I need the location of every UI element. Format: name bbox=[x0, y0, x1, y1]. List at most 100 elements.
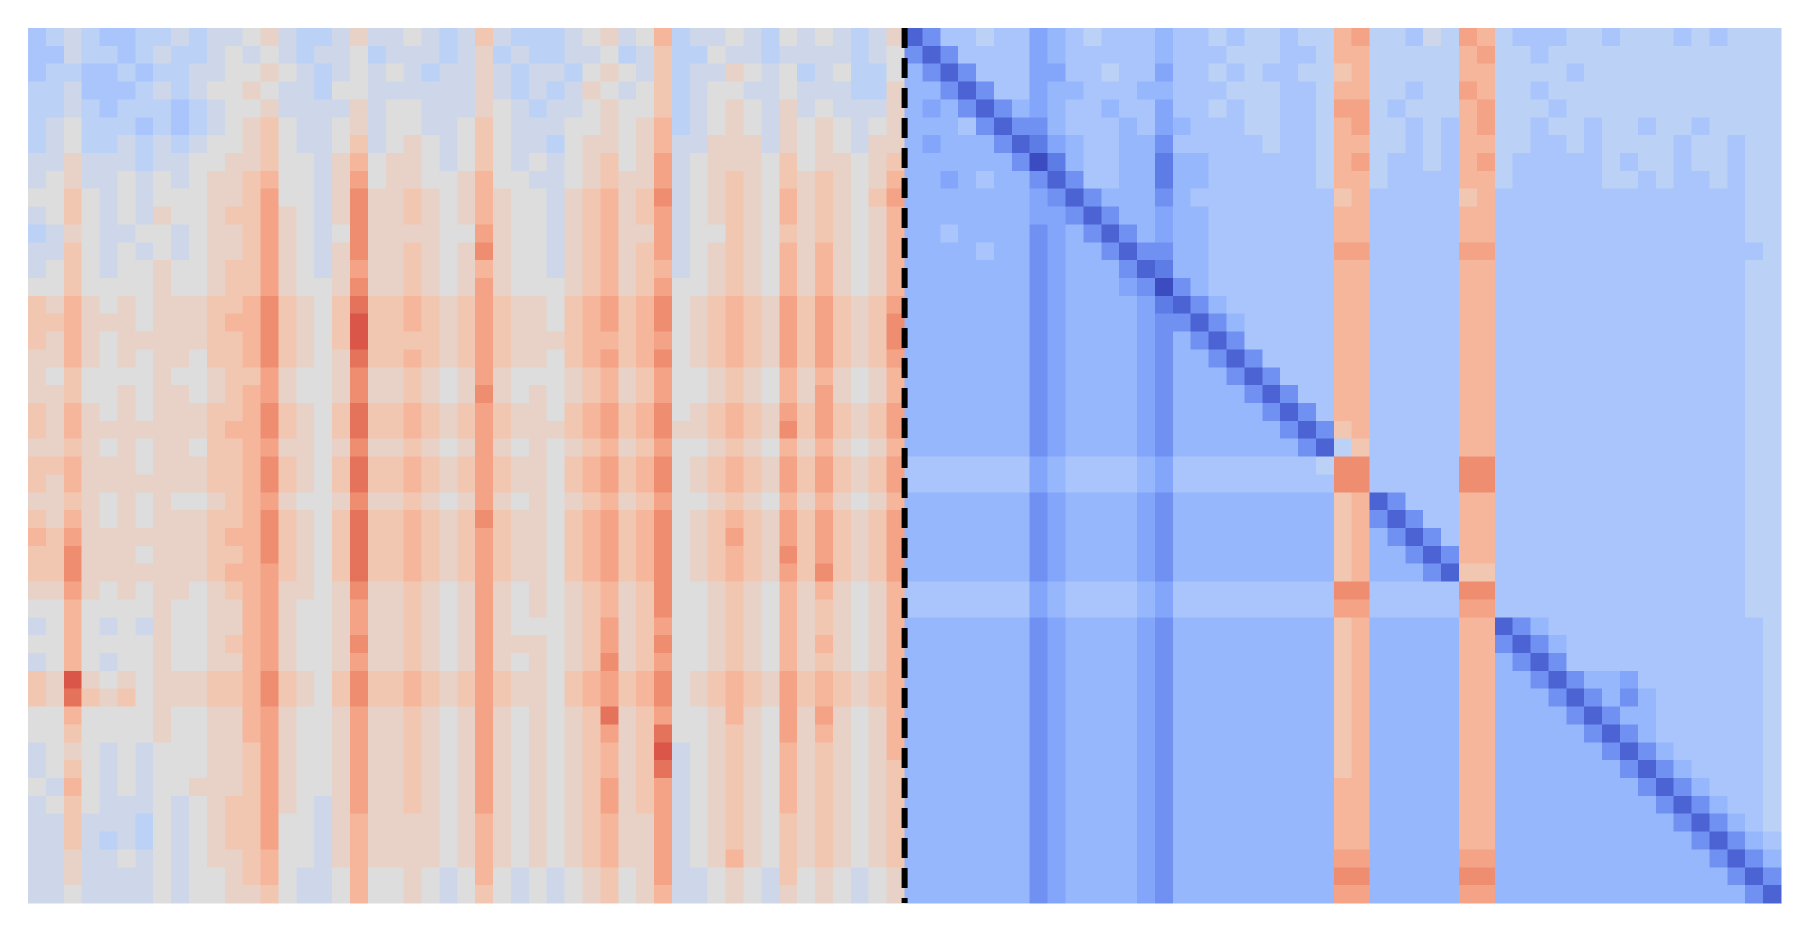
heatmap-cell bbox=[242, 831, 261, 850]
heatmap-cell bbox=[1691, 260, 1710, 279]
heatmap-cell bbox=[475, 706, 494, 725]
heatmap-cell bbox=[1655, 778, 1675, 797]
heatmap-cell bbox=[296, 260, 315, 279]
heatmap-cell bbox=[278, 295, 297, 315]
heatmap-cell bbox=[1620, 760, 1639, 779]
heatmap-cell bbox=[367, 795, 387, 815]
heatmap-cell bbox=[1763, 635, 1782, 654]
heatmap-cell bbox=[1351, 349, 1370, 368]
heatmap-cell bbox=[1190, 599, 1209, 618]
heatmap-cell bbox=[28, 653, 47, 672]
heatmap-cell bbox=[1745, 742, 1764, 761]
heatmap-cell bbox=[1172, 438, 1192, 457]
heatmap-cell bbox=[439, 617, 458, 636]
heatmap-cell bbox=[332, 420, 351, 440]
heatmap-cell bbox=[403, 760, 422, 779]
heatmap-cell bbox=[779, 385, 798, 404]
heatmap-cell bbox=[654, 367, 673, 386]
heatmap-cell bbox=[1208, 778, 1227, 797]
heatmap-cell bbox=[1476, 242, 1496, 261]
heatmap-cell bbox=[45, 367, 65, 386]
heatmap-cell bbox=[510, 456, 530, 475]
heatmap-cell bbox=[815, 867, 834, 886]
heatmap-cell bbox=[1637, 599, 1657, 618]
heatmap-cell bbox=[188, 403, 208, 422]
heatmap-cell bbox=[493, 403, 512, 422]
heatmap-cell bbox=[403, 867, 422, 886]
heatmap-cell bbox=[1369, 456, 1388, 475]
heatmap-cell bbox=[1333, 188, 1353, 207]
heatmap-cell bbox=[1763, 188, 1782, 207]
heatmap-cell bbox=[188, 867, 208, 886]
heatmap-cell bbox=[493, 528, 512, 547]
heatmap-cell bbox=[314, 885, 333, 904]
heatmap-cell bbox=[153, 278, 172, 297]
heatmap-cell bbox=[1369, 135, 1388, 154]
heatmap-cell bbox=[1476, 813, 1496, 832]
heatmap-cell bbox=[1011, 688, 1031, 707]
heatmap-cell bbox=[1154, 849, 1174, 868]
heatmap-cell bbox=[1244, 635, 1263, 654]
heatmap-cell bbox=[654, 581, 673, 600]
heatmap-cell bbox=[1154, 742, 1174, 761]
heatmap-cell bbox=[582, 153, 601, 172]
heatmap-cell bbox=[600, 813, 619, 832]
heatmap-cell bbox=[135, 331, 154, 350]
heatmap-cell bbox=[81, 813, 100, 832]
heatmap-cell bbox=[1441, 153, 1460, 172]
heatmap-cell bbox=[779, 528, 798, 547]
heatmap-cell bbox=[493, 778, 512, 797]
heatmap-cell bbox=[45, 617, 65, 636]
heatmap-cell bbox=[1584, 653, 1603, 672]
heatmap-cell bbox=[1387, 456, 1406, 475]
heatmap-cell bbox=[725, 724, 744, 743]
heatmap-cell bbox=[1047, 653, 1066, 672]
heatmap-cell bbox=[600, 867, 619, 886]
heatmap-cell bbox=[1172, 99, 1192, 118]
heatmap-cell bbox=[1620, 188, 1639, 207]
heatmap-cell bbox=[1548, 438, 1567, 457]
heatmap-cell bbox=[1637, 653, 1657, 672]
heatmap-cell bbox=[242, 617, 261, 636]
heatmap-cell bbox=[1154, 545, 1174, 565]
heatmap-cell bbox=[1119, 599, 1138, 618]
heatmap-cell bbox=[1387, 99, 1406, 118]
heatmap-cell bbox=[206, 617, 226, 636]
heatmap-cell bbox=[1620, 885, 1639, 904]
heatmap-cell bbox=[367, 420, 387, 440]
heatmap-cell bbox=[45, 28, 65, 47]
heatmap-cell bbox=[99, 778, 118, 797]
heatmap-cell bbox=[349, 760, 369, 779]
heatmap-cell bbox=[475, 474, 494, 493]
heatmap-cell bbox=[296, 706, 315, 725]
heatmap-cell bbox=[403, 349, 422, 368]
heatmap-cell bbox=[349, 260, 369, 279]
heatmap-cell bbox=[850, 295, 870, 315]
heatmap-cell bbox=[1620, 63, 1639, 82]
heatmap-cell bbox=[1047, 188, 1066, 207]
heatmap-cell bbox=[707, 581, 727, 600]
heatmap-cell bbox=[153, 545, 172, 565]
heatmap-cell bbox=[1047, 224, 1066, 243]
heatmap-cell bbox=[1137, 438, 1156, 457]
heatmap-cell bbox=[117, 545, 136, 565]
heatmap-cell bbox=[1333, 813, 1353, 832]
heatmap-cell bbox=[81, 117, 100, 136]
heatmap-cell bbox=[528, 81, 548, 100]
heatmap-cell bbox=[28, 81, 47, 100]
heatmap-cell bbox=[1315, 420, 1335, 440]
heatmap-cell bbox=[993, 778, 1013, 797]
heatmap-cell bbox=[1673, 885, 1692, 904]
heatmap-cell bbox=[546, 242, 566, 261]
heatmap-cell bbox=[582, 170, 601, 190]
heatmap-cell bbox=[922, 349, 941, 368]
heatmap-cell bbox=[1244, 778, 1263, 797]
heatmap-cell bbox=[1745, 599, 1764, 618]
heatmap-cell bbox=[1119, 795, 1138, 815]
heatmap-cell bbox=[636, 367, 655, 386]
heatmap-cell bbox=[850, 778, 870, 797]
heatmap-cell bbox=[510, 724, 530, 743]
heatmap-cell bbox=[1244, 224, 1263, 243]
heatmap-cell bbox=[1459, 313, 1478, 332]
heatmap-cell bbox=[1441, 99, 1460, 118]
